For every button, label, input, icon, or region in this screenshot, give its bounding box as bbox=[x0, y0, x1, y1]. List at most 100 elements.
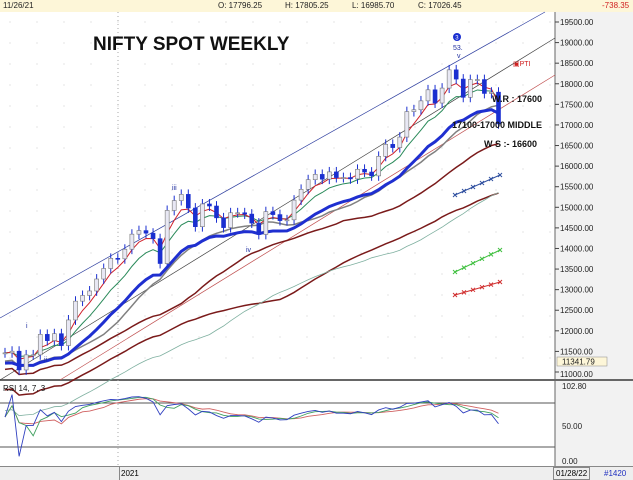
candle-down bbox=[369, 171, 374, 177]
grid-dot bbox=[279, 126, 281, 128]
candle-up bbox=[235, 212, 240, 215]
candle-up bbox=[87, 290, 92, 296]
rsi-tick-label: 0.00 bbox=[562, 457, 578, 466]
grid-dot bbox=[333, 336, 335, 338]
candle-up bbox=[418, 100, 424, 111]
grid-dot bbox=[495, 168, 497, 170]
candle-down bbox=[460, 78, 466, 98]
candle-up bbox=[171, 200, 177, 211]
grid-dot bbox=[171, 294, 173, 296]
grid-dot bbox=[90, 42, 92, 44]
grid-dot bbox=[414, 105, 416, 107]
candle-up bbox=[200, 203, 205, 227]
grid-dot bbox=[117, 357, 119, 359]
grid-dot bbox=[144, 357, 146, 359]
x-marker-line bbox=[454, 249, 501, 273]
grid-dot bbox=[279, 252, 281, 254]
grid-dot bbox=[198, 357, 200, 359]
grid-dot bbox=[198, 126, 200, 128]
grid-dot bbox=[225, 105, 227, 107]
y-tick-label: 12000.00 bbox=[560, 327, 594, 336]
grid-dot bbox=[171, 357, 173, 359]
grid-dot bbox=[360, 84, 362, 86]
grid-dot bbox=[252, 294, 254, 296]
grid-dot bbox=[144, 189, 146, 191]
grid-dot bbox=[414, 357, 416, 359]
grid-dot bbox=[360, 294, 362, 296]
grid-dot bbox=[549, 168, 551, 170]
candle-up bbox=[425, 89, 431, 102]
candle-up bbox=[291, 199, 297, 221]
bar-count: #1420 bbox=[604, 469, 627, 478]
candle-up bbox=[376, 156, 381, 177]
candle-down bbox=[432, 89, 438, 104]
grid-dot bbox=[36, 252, 38, 254]
grid-dot bbox=[198, 336, 200, 338]
grid-dot bbox=[522, 357, 524, 359]
grid-dot bbox=[198, 252, 200, 254]
grid-dot bbox=[252, 336, 254, 338]
date-label: 11/26/21 bbox=[3, 1, 34, 10]
candle-up bbox=[228, 212, 233, 228]
grid-dot bbox=[117, 294, 119, 296]
x-marker bbox=[488, 282, 494, 287]
grid-dot bbox=[63, 294, 65, 296]
wave-label: ii bbox=[44, 357, 48, 364]
chart-title: NIFTY SPOT WEEKLY bbox=[93, 34, 290, 55]
candle-up bbox=[397, 136, 403, 148]
grid-dot bbox=[117, 21, 119, 23]
grid-dot bbox=[441, 126, 443, 128]
candle-up bbox=[341, 177, 346, 179]
grid-dot bbox=[90, 357, 92, 359]
grid-dot bbox=[279, 357, 281, 359]
grid-dot bbox=[171, 105, 173, 107]
candle-down bbox=[334, 171, 339, 178]
grid-dot bbox=[387, 42, 389, 44]
pti-label: ▣PTI bbox=[513, 61, 531, 68]
grid-dot bbox=[495, 273, 497, 275]
grid-dot bbox=[36, 210, 38, 212]
grid-dot bbox=[252, 84, 254, 86]
grid-dot bbox=[9, 273, 11, 275]
candle-down bbox=[242, 212, 247, 215]
grid-dot bbox=[225, 273, 227, 275]
y-tick-label: 13000.00 bbox=[560, 286, 594, 295]
candle-up bbox=[355, 168, 360, 180]
grid-dot bbox=[117, 42, 119, 44]
grid-dot bbox=[171, 252, 173, 254]
grid-dot bbox=[441, 210, 443, 212]
ma-slow-line bbox=[4, 192, 499, 396]
grid-dot bbox=[63, 210, 65, 212]
grid-dot bbox=[333, 63, 335, 65]
grid-dot bbox=[306, 147, 308, 149]
x-marker bbox=[470, 184, 476, 190]
grid-dot bbox=[225, 252, 227, 254]
grid-dot bbox=[441, 357, 443, 359]
grid-dot bbox=[63, 63, 65, 65]
grid-dot bbox=[279, 63, 281, 65]
candle-down bbox=[214, 205, 219, 219]
x-marker bbox=[479, 256, 485, 262]
grid-dot bbox=[522, 315, 524, 317]
candle-up bbox=[178, 194, 184, 201]
grid-dot bbox=[549, 126, 551, 128]
candle-down bbox=[277, 214, 283, 221]
grid-dot bbox=[360, 210, 362, 212]
grid-dot bbox=[9, 84, 11, 86]
grid-dot bbox=[63, 105, 65, 107]
time-axis[interactable]: 2021 01/28/22 #1420 bbox=[0, 466, 633, 480]
grid-dot bbox=[198, 168, 200, 170]
grid-dot bbox=[495, 189, 497, 191]
price-chart[interactable]: 19500.00 19000.00 18500.00 18000.00 17500.00… bbox=[0, 0, 633, 466]
y-tick-label: 16000.00 bbox=[560, 162, 594, 171]
grid-dot bbox=[279, 84, 281, 86]
candle-down bbox=[186, 194, 191, 209]
grid-dot bbox=[9, 357, 11, 359]
grid-dot bbox=[252, 315, 254, 317]
grid-dot bbox=[36, 126, 38, 128]
candle-down bbox=[16, 350, 22, 371]
y-tick-label: 15000.00 bbox=[560, 203, 594, 212]
grid-dot bbox=[198, 210, 200, 212]
grid-dot bbox=[63, 189, 65, 191]
wave-label: iii bbox=[172, 185, 177, 192]
